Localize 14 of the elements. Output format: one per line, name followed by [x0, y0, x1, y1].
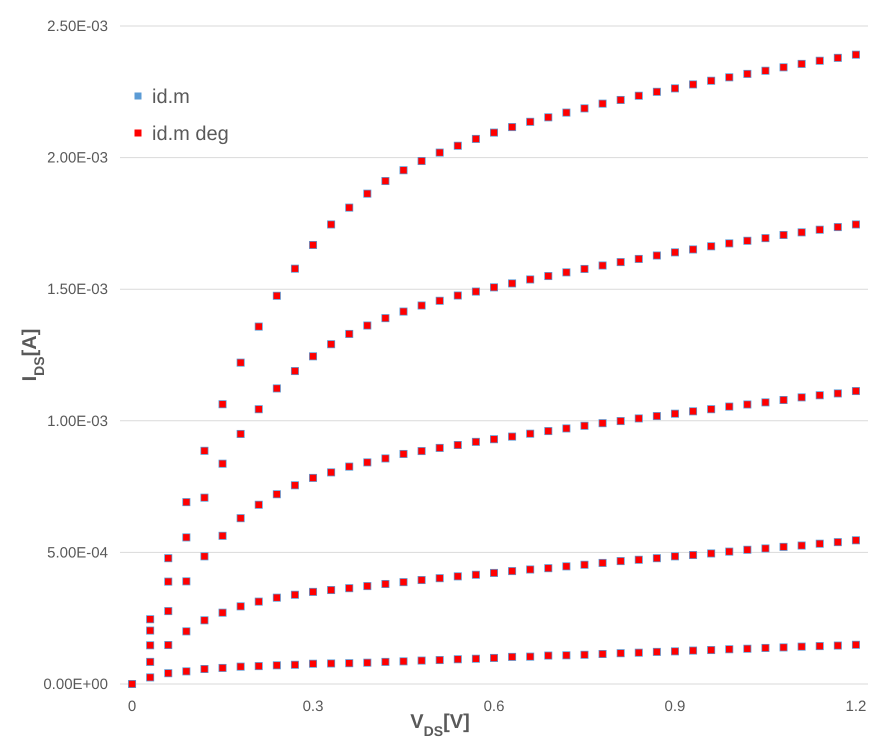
- x-tick-label: 0: [128, 698, 136, 715]
- y-tick-label: 2.00E-03: [47, 150, 108, 167]
- y-tick-label: 1.50E-03: [47, 281, 108, 298]
- legend-label: id.m deg: [152, 123, 229, 145]
- y-tick-label: 5.00E-04: [47, 544, 108, 562]
- x-axis-title: V$_{DS}$[V]: [410, 711, 470, 739]
- y-tick-label: 2.50E-03: [47, 18, 108, 35]
- x-tick-label: 1.2: [846, 698, 866, 715]
- y-tick-label: 0.00E+00: [43, 676, 108, 693]
- y-tick-label: 1.00E-03: [47, 412, 108, 430]
- x-tick-label: 0.6: [484, 698, 504, 715]
- x-tick-label: 0.9: [664, 698, 686, 715]
- legend-label: id.m: [152, 86, 190, 108]
- x-tick-label: 0.3: [302, 698, 324, 715]
